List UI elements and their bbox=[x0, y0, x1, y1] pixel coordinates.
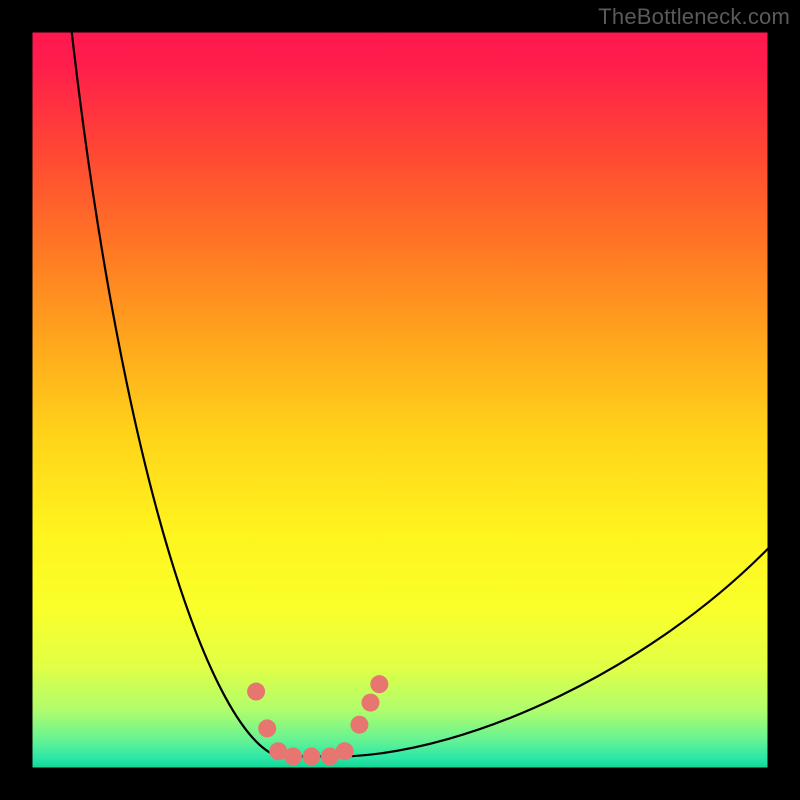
curve-marker bbox=[302, 747, 320, 765]
bottleneck-chart bbox=[0, 0, 800, 800]
curve-marker bbox=[370, 675, 388, 693]
watermark-text: TheBottleneck.com bbox=[598, 4, 790, 30]
curve-marker bbox=[336, 742, 354, 760]
curve-marker bbox=[361, 694, 379, 712]
curve-marker bbox=[284, 747, 302, 765]
curve-marker bbox=[247, 683, 265, 701]
plot-background-gradient bbox=[31, 31, 769, 769]
curve-marker bbox=[350, 716, 368, 734]
curve-marker bbox=[258, 719, 276, 737]
